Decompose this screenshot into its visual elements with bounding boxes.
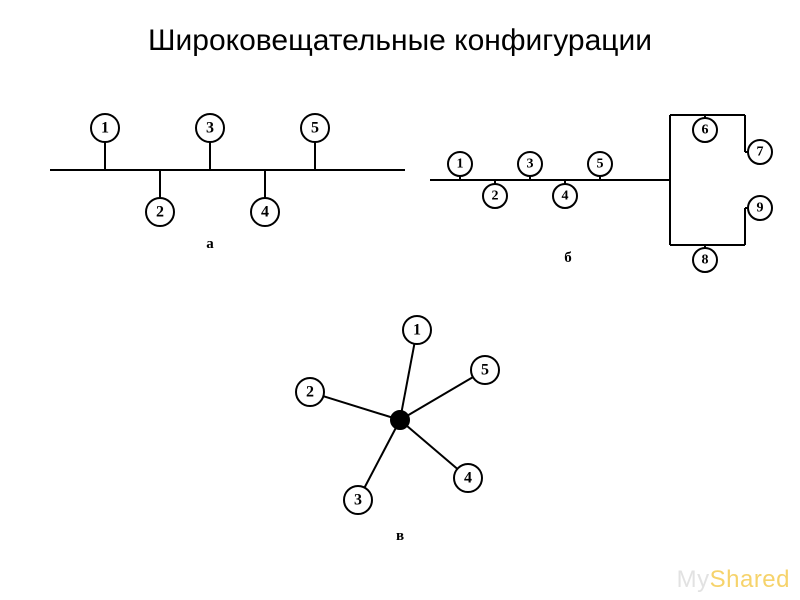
svg-text:5: 5 (597, 157, 604, 172)
svg-text:6: 6 (702, 123, 709, 138)
svg-text:1: 1 (101, 120, 109, 137)
svg-text:4: 4 (261, 204, 269, 221)
svg-text:3: 3 (527, 157, 534, 172)
diagram-canvas: 1 3 5 2 4 а 1 3 5 2 4 6 7 8 9 б 1 2 3 4 5 в (0, 0, 800, 600)
watermark-accent: Shared (710, 566, 790, 593)
svg-text:8: 8 (702, 253, 709, 268)
svg-text:9: 9 (757, 201, 764, 216)
svg-text:2: 2 (156, 204, 164, 221)
svg-text:3: 3 (206, 120, 214, 137)
svg-text:5: 5 (311, 120, 319, 137)
svg-text:б: б (564, 250, 572, 266)
svg-text:1: 1 (413, 322, 421, 339)
svg-text:1: 1 (457, 157, 464, 172)
svg-text:4: 4 (464, 470, 472, 487)
svg-text:2: 2 (306, 384, 314, 401)
watermark: MyShared (677, 566, 790, 594)
svg-text:4: 4 (562, 189, 569, 204)
svg-text:в: в (396, 528, 404, 544)
svg-text:2: 2 (492, 189, 499, 204)
svg-text:7: 7 (757, 145, 764, 160)
svg-text:а: а (206, 236, 214, 252)
svg-text:5: 5 (481, 362, 489, 379)
watermark-prefix: My (677, 566, 710, 593)
svg-text:3: 3 (354, 492, 362, 509)
